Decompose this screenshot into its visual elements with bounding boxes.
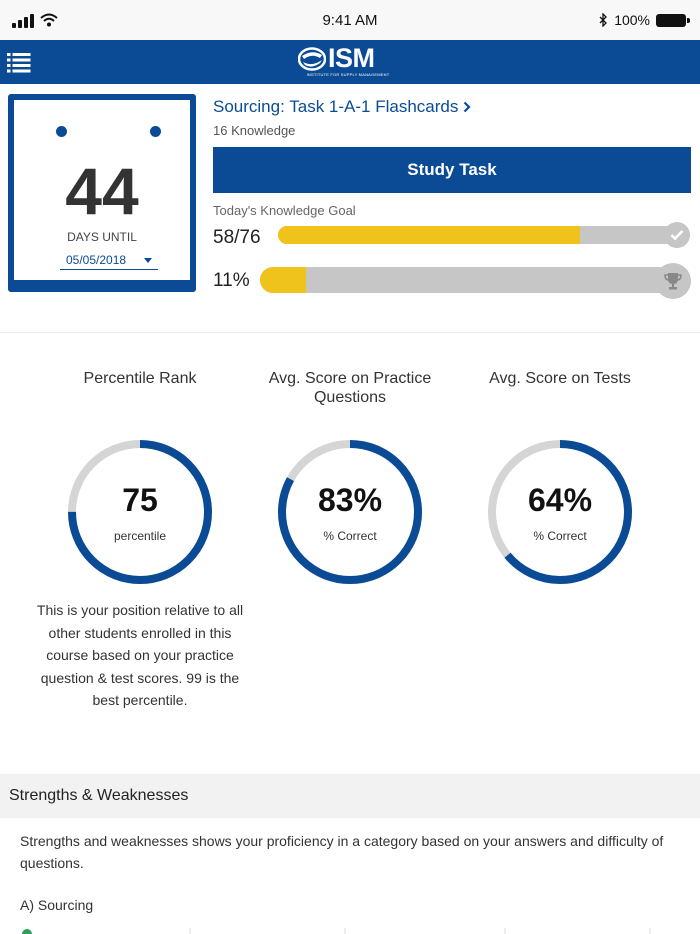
caret-down-icon — [144, 258, 152, 263]
ism-logo: ISM INSTITUTE FOR SUPPLY MANAGEMENT — [298, 43, 398, 80]
knowledge-goal-progress-fill — [278, 226, 581, 244]
gauge-fill — [68, 440, 212, 584]
course-progress-fill — [260, 267, 307, 293]
gauge-fill — [488, 440, 632, 584]
percentile-rank-unit: percentile — [113, 529, 167, 543]
logo-subtitle: INSTITUTE FOR SUPPLY MANAGEMENT — [306, 72, 390, 77]
task-knowledge-count: 16 Knowledge — [213, 123, 296, 138]
study-task-button[interactable]: Study Task — [213, 147, 691, 193]
category-label: A) Sourcing — [20, 897, 94, 913]
test-score-title: Avg. Score on Tests — [489, 370, 631, 387]
percentile-rank-value: 75 — [122, 482, 158, 518]
chevron-right-icon — [464, 101, 471, 113]
status-bar: 9:41 AM 100% — [0, 0, 700, 40]
knowledge-goal-label: Today's Knowledge Goal — [213, 203, 356, 218]
wifi-icon — [40, 13, 58, 27]
practice-score-title: Avg. Score on Practice Questions — [268, 370, 432, 406]
calendar-ring-dot — [56, 126, 67, 137]
task-title: Sourcing: Task 1-A-1 Flashcards — [213, 97, 459, 116]
check-icon — [664, 222, 690, 248]
battery-icon — [656, 13, 690, 27]
percentile-description: This is your position relative to all ot… — [36, 602, 244, 708]
cellular-signal-icon — [12, 14, 36, 28]
strengths-description: Strengths and weaknesses shows your prof… — [20, 833, 664, 871]
practice-score-value: 83% — [317, 482, 383, 518]
calendar-ring-dot — [150, 126, 161, 137]
goal-progress-text: 58/76 — [213, 227, 261, 248]
top-nav-bar: ISM INSTITUTE FOR SUPPLY MANAGEMENT — [0, 40, 700, 84]
bluetooth-icon — [599, 13, 608, 27]
menu-list-icon[interactable] — [6, 50, 32, 74]
section-divider — [0, 332, 700, 333]
test-score-unit: % Correct — [533, 529, 587, 543]
exam-countdown-card: 44 DAYS UNTIL 05/05/2018 — [8, 94, 196, 292]
days-remaining: 44 — [65, 154, 139, 228]
exam-date-value: 05/05/2018 — [66, 253, 127, 267]
practice-score-unit: % Correct — [323, 529, 377, 543]
battery-percent: 100% — [614, 12, 650, 28]
test-score-gauge — [488, 440, 632, 584]
ism-swoosh-icon — [298, 47, 326, 71]
percentile-rank-gauge — [68, 440, 212, 584]
logo-text: ISM — [328, 43, 375, 73]
strengths-weaknesses-header: Strengths & Weaknesses — [0, 774, 700, 818]
exam-date-select[interactable]: 05/05/2018 — [60, 250, 158, 270]
gauge-fill — [278, 440, 422, 584]
category-proficiency-scale — [22, 928, 651, 934]
percent-complete-text: 11% — [213, 270, 250, 291]
task-title-link[interactable]: Sourcing: Task 1-A-1 Flashcards — [213, 97, 471, 117]
knowledge-goal-progress-bar — [278, 226, 674, 244]
practice-score-gauge — [278, 440, 422, 584]
strengths-weaknesses-title: Strengths & Weaknesses — [9, 787, 189, 804]
status-time: 9:41 AM — [322, 12, 378, 29]
course-progress-bar — [260, 267, 680, 293]
percentile-rank-title: Percentile Rank — [83, 370, 197, 387]
test-score-value: 64% — [527, 482, 593, 518]
trophy-icon — [655, 263, 691, 299]
days-until-label: DAYS UNTIL — [67, 230, 137, 244]
